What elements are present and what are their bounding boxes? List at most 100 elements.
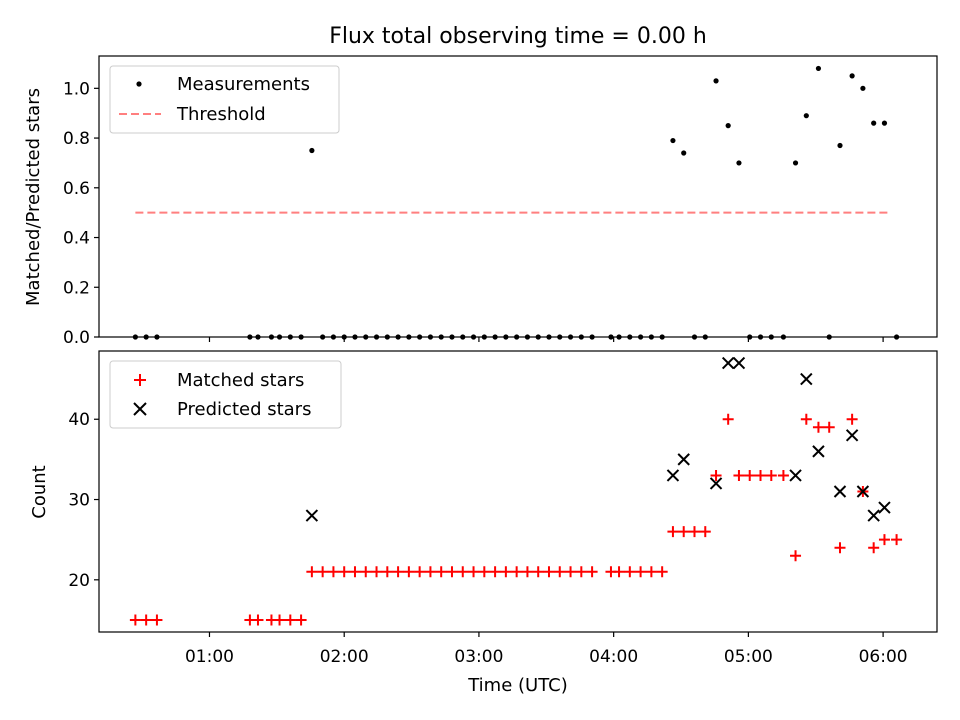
top-legend-frame	[109, 65, 340, 134]
y-tick-label: 0.4	[63, 229, 90, 249]
predicted-star-point	[800, 372, 813, 386]
y-tick-label: 40	[68, 410, 90, 430]
matched-star-point	[812, 421, 824, 433]
matched-star-point	[777, 469, 789, 481]
matched-star-point	[645, 566, 657, 578]
measurement-point	[803, 113, 809, 119]
top-y-ticks: 0.0 0.2 0.4 0.6 0.8 1.0	[63, 79, 99, 348]
measurement-point	[860, 85, 866, 91]
matched-star-point	[414, 566, 426, 578]
matched-star-point	[252, 614, 264, 626]
predicted-star-point	[677, 453, 690, 466]
matched-star-point	[823, 421, 835, 433]
legend-matched-marker	[134, 374, 146, 386]
matched-star-point	[586, 566, 598, 578]
matched-star-point	[667, 526, 679, 538]
x-axis-label: Time (UTC)	[467, 675, 568, 696]
bottom-y-ticks: 20 30 40	[68, 410, 99, 591]
matched-star-point	[500, 566, 512, 578]
matched-star-point	[656, 566, 668, 578]
matched-star-point	[381, 566, 393, 578]
measurement-point	[681, 150, 687, 156]
matched-star-point	[478, 566, 490, 578]
predicted-star-point	[789, 469, 802, 482]
matched-star-point	[635, 566, 647, 578]
matched-star-point	[800, 413, 812, 425]
predicted-star-point	[856, 485, 870, 498]
top-y-axis-label: Matched/Predicted stars	[23, 88, 44, 306]
legend-predicted-marker	[133, 402, 147, 416]
matched-star-point	[489, 566, 501, 578]
measurement-point	[309, 147, 315, 154]
matched-star-point	[284, 614, 296, 626]
bottom-x-ticks: 01:00 02:00 03:00 04:00 05:00 06:00	[185, 632, 908, 667]
matched-star-point	[129, 614, 141, 626]
measurement-point	[815, 65, 822, 72]
predicted-star-point	[732, 356, 746, 370]
y-tick-label: 0.6	[63, 179, 90, 199]
top-axes-frame	[98, 55, 938, 338]
matched-star-point	[733, 469, 745, 481]
matched-star-point	[457, 566, 469, 578]
matched-star-point	[678, 526, 690, 538]
y-tick-label: 30	[68, 491, 90, 511]
legend-predicted-label: Predicted stars	[177, 399, 311, 420]
matched-star-point	[868, 542, 880, 554]
measurement-point	[713, 78, 719, 84]
matched-star-point	[371, 566, 383, 578]
predicted-star-point	[721, 356, 735, 370]
measurement-point	[736, 160, 742, 166]
bottom-panel: 20 30 40 01:00 02:00 03:00 04:00 05:00 06:00 Co…	[29, 350, 938, 696]
matched-star-point	[710, 469, 722, 481]
y-tick-label: 20	[68, 571, 90, 591]
legend-threshold-label: Threshold	[176, 104, 266, 125]
matched-star-point	[834, 542, 846, 554]
predicted-star-point	[867, 509, 880, 522]
legend-matched-label: Matched stars	[177, 370, 304, 391]
measurement-point	[837, 142, 843, 149]
predicted-star-point	[305, 509, 319, 522]
matched-star-point	[554, 566, 566, 578]
matched-star-point	[575, 566, 587, 578]
matched-star-point	[755, 469, 767, 481]
matched-star-point	[765, 469, 777, 481]
matched-star-point	[846, 413, 858, 425]
matched-star-point	[338, 566, 350, 578]
matched-star-point	[878, 534, 890, 546]
predicted-star-point	[845, 429, 859, 442]
matched-star-point	[151, 614, 163, 626]
matched-star-point	[722, 413, 734, 425]
predicted-star-point	[812, 445, 825, 458]
matched-star-point	[327, 566, 339, 578]
predicted-star-point	[666, 469, 680, 482]
bottom-legend: Matched stars Predicted stars	[109, 360, 342, 429]
measurement-point	[725, 123, 731, 129]
matched-star-point	[295, 614, 307, 626]
matched-star-point	[744, 469, 756, 481]
measurement-point	[881, 120, 888, 126]
matched-star-point	[403, 566, 415, 578]
matched-star-point	[317, 566, 329, 578]
matched-star-point	[532, 566, 544, 578]
predicted-star-point	[709, 477, 723, 490]
matched-star-point	[521, 566, 533, 578]
matched-star-point	[349, 566, 361, 578]
matched-star-point	[392, 566, 404, 578]
bottom-legend-frame	[109, 360, 342, 429]
y-tick-label: 0.0	[63, 328, 90, 348]
x-tick-label: 03:00	[454, 647, 503, 667]
y-tick-label: 0.8	[63, 129, 90, 149]
top-x-ticks	[208, 337, 884, 342]
matched-star-point	[543, 566, 555, 578]
y-tick-label: 0.2	[63, 278, 90, 298]
matched-star-point	[891, 534, 903, 546]
matched-star-point	[446, 566, 458, 578]
measurement-point	[849, 73, 855, 79]
top-legend: Measurements Threshold	[109, 65, 340, 134]
chart-title: Flux total observing time = 0.00 h	[329, 24, 707, 49]
matched-star-point	[306, 566, 318, 578]
matched-star-point	[424, 566, 436, 578]
matched-star-point	[140, 614, 152, 626]
predicted-star-point	[878, 501, 891, 514]
x-tick-label: 01:00	[185, 647, 234, 667]
